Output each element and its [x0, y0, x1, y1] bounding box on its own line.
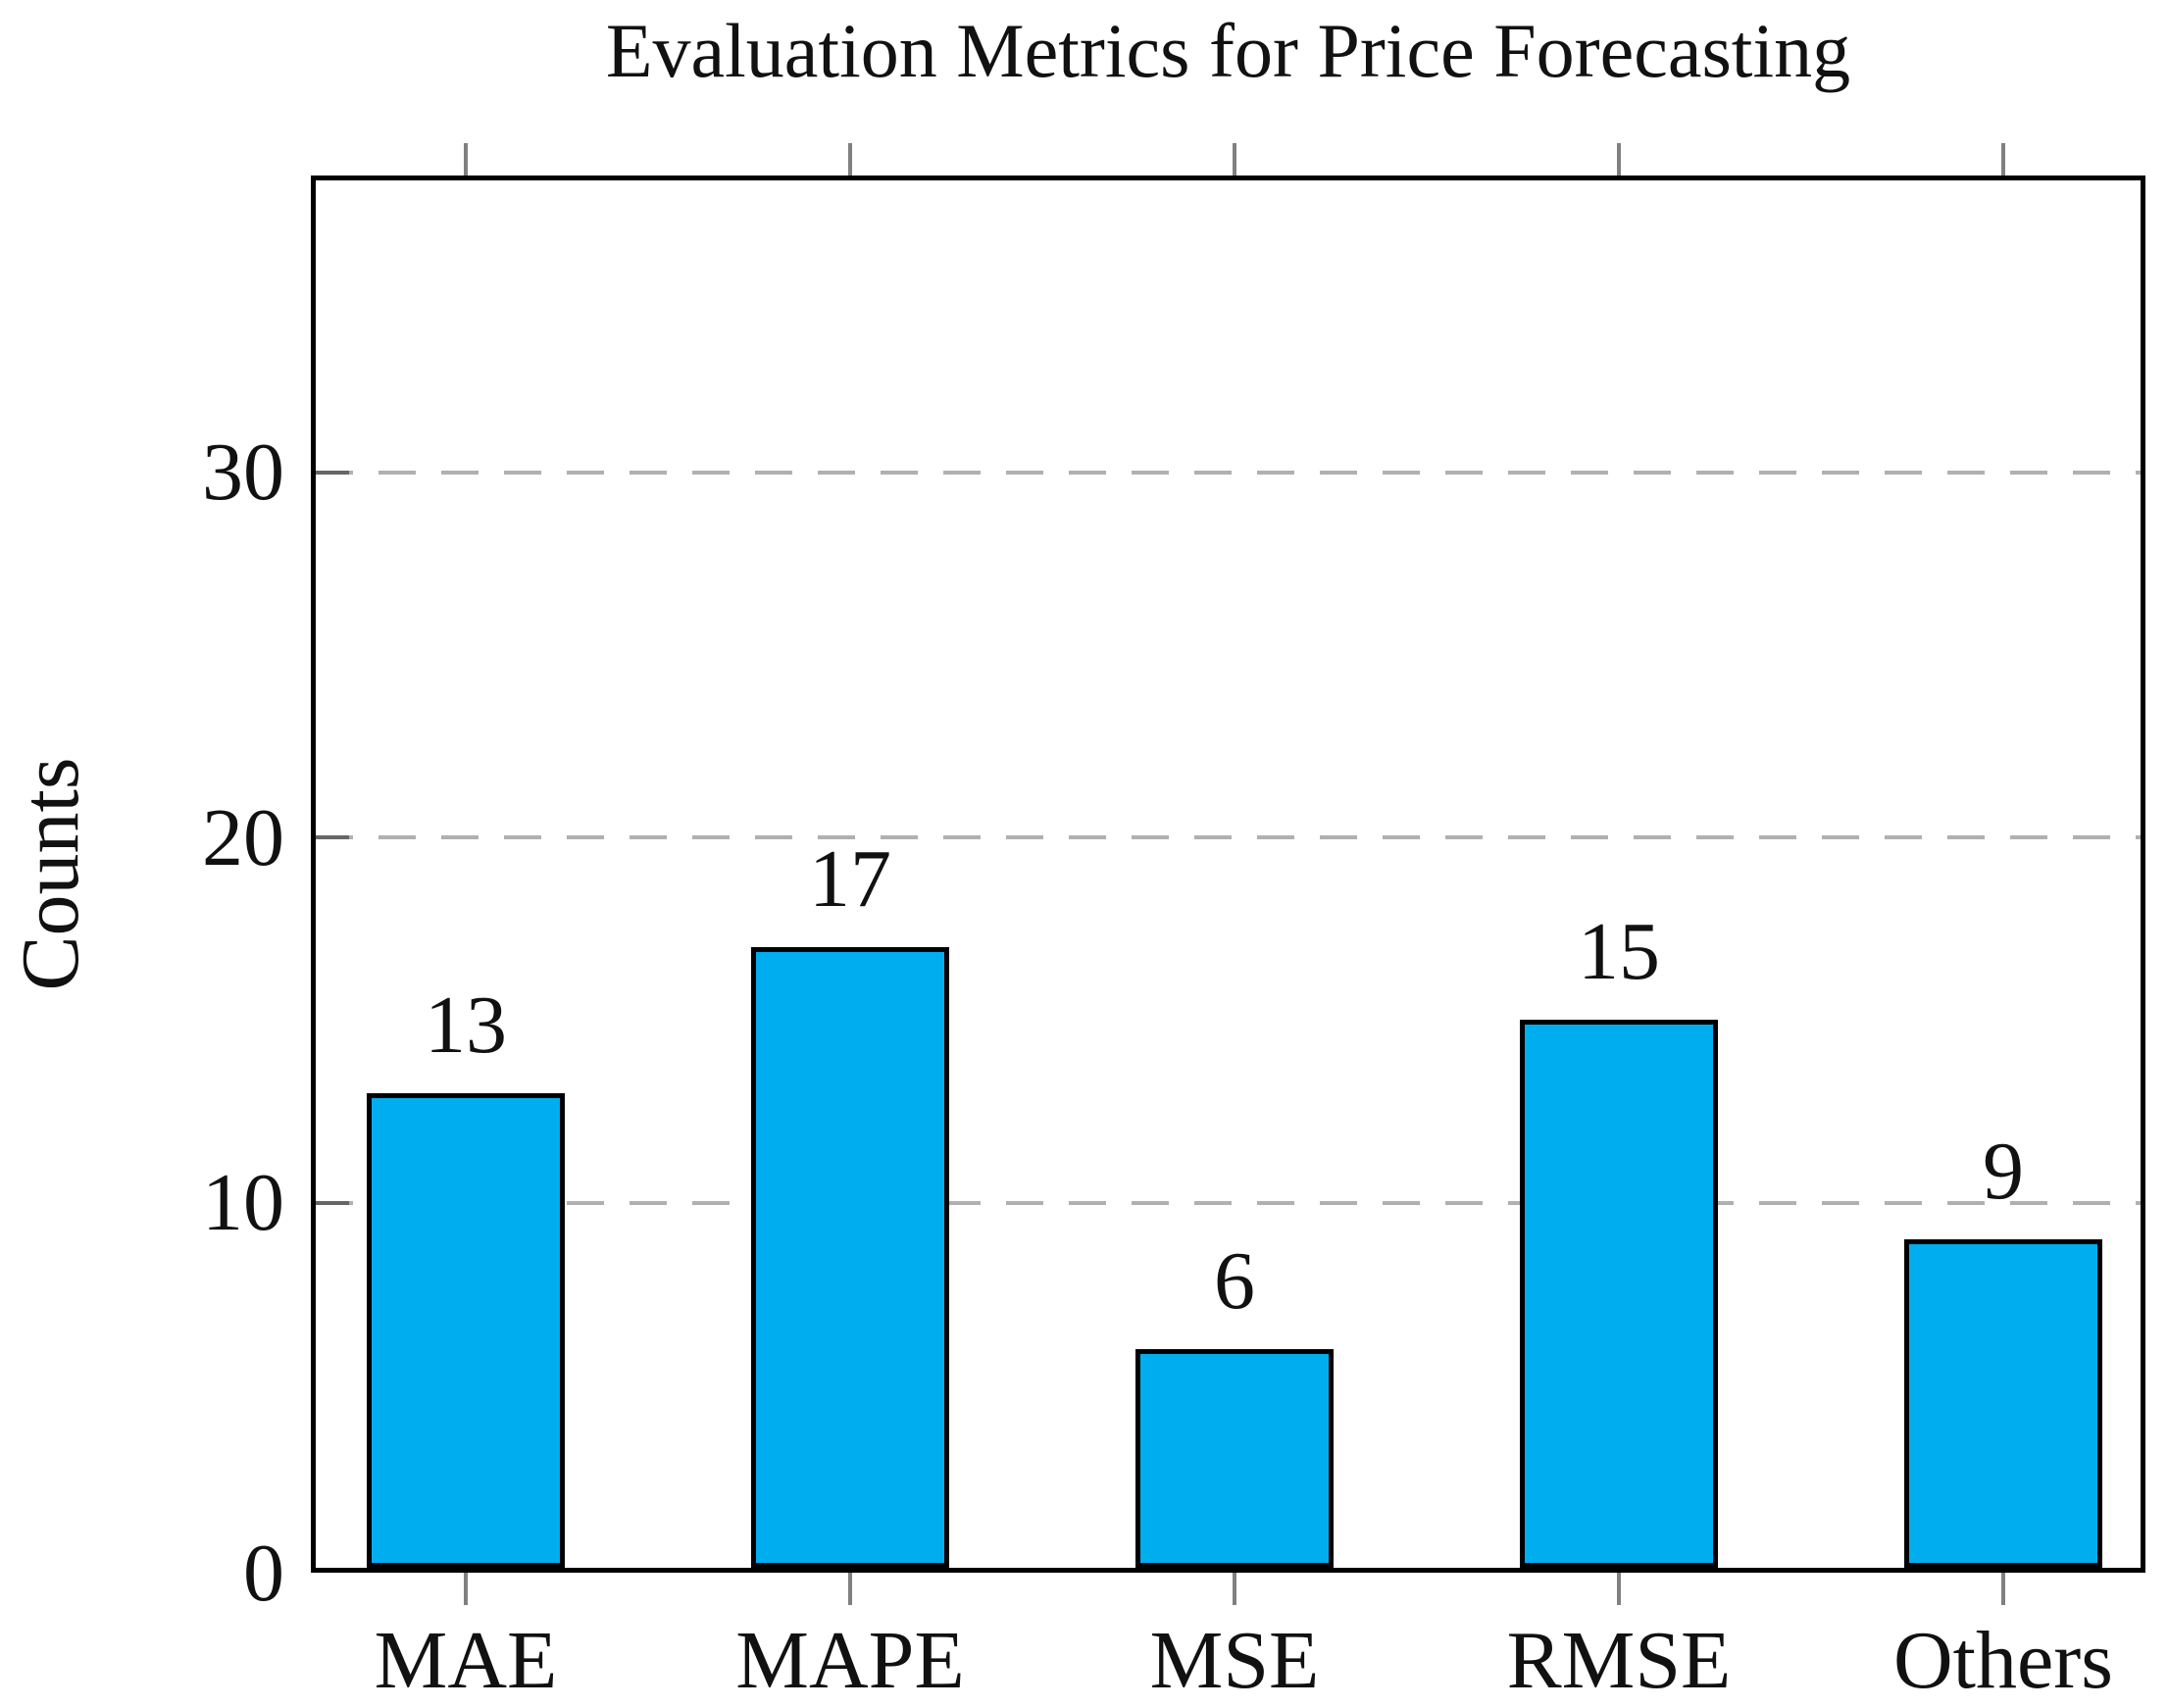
bar-value-label-MAE: 13 [425, 980, 507, 1071]
x-tick-mark-bottom-RMSE [1617, 1573, 1621, 1605]
y-tick-label-30: 30 [202, 427, 284, 519]
gridline-y-10 [316, 1200, 2141, 1205]
bar-value-label-MSE: 6 [1214, 1235, 1255, 1327]
y-tick-mark-10 [316, 1200, 349, 1205]
bar-RMSE [1520, 1020, 1718, 1568]
x-category-label-RMSE: RMSE [1506, 1615, 1732, 1706]
x-tick-mark-top-MAE [464, 143, 468, 176]
bar-value-label-MAPE: 17 [809, 833, 891, 925]
bar-Others [1904, 1239, 2102, 1568]
x-tick-mark-bottom-MSE [1233, 1573, 1236, 1605]
x-tick-mark-bottom-Others [2001, 1573, 2005, 1605]
gridline-y-20 [316, 835, 2141, 840]
x-category-label-MAE: MAE [374, 1615, 558, 1706]
chart-title: Evaluation Metrics for Price Forecasting [605, 8, 1851, 93]
gridline-y-30 [316, 470, 2141, 475]
y-tick-label-20: 20 [202, 791, 284, 883]
x-tick-mark-top-MSE [1233, 143, 1236, 176]
x-tick-mark-top-Others [2001, 143, 2005, 176]
x-tick-mark-top-RMSE [1617, 143, 1621, 176]
y-tick-label-10: 10 [202, 1157, 284, 1249]
y-tick-mark-30 [316, 470, 349, 475]
y-tick-label-0: 0 [243, 1527, 284, 1619]
bar-MAPE [751, 947, 949, 1568]
x-category-label-MSE: MSE [1149, 1615, 1320, 1706]
x-tick-mark-top-MAPE [848, 143, 852, 176]
y-tick-mark-20 [316, 835, 349, 840]
bar-value-label-Others: 9 [1983, 1126, 2024, 1217]
x-category-label-MAPE: MAPE [735, 1615, 965, 1706]
x-tick-mark-bottom-MAE [464, 1573, 468, 1605]
x-tick-mark-bottom-MAPE [848, 1573, 852, 1605]
bar-value-label-RMSE: 15 [1578, 906, 1660, 997]
bar-MSE [1135, 1349, 1334, 1568]
plot-area [311, 176, 2145, 1573]
bar-MAE [367, 1093, 565, 1568]
x-category-label-Others: Others [1893, 1615, 2113, 1706]
